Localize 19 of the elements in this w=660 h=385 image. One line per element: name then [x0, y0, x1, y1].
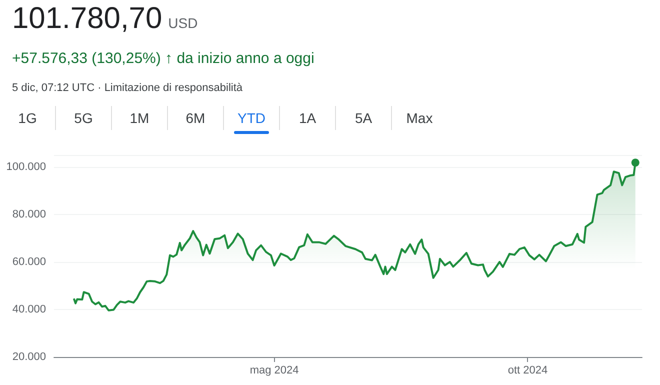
- text: 6M: [167, 106, 223, 130]
- text: 1G: [17, 109, 38, 128]
- text: 1M: [111, 106, 167, 130]
- y-tick-label: 100.000: [6, 160, 46, 173]
- text: 1A: [279, 106, 335, 130]
- y-tick-label: 60.000: [12, 256, 46, 268]
- text: 5 dic, 07:12 UTC · Limitazione di responsabilità: [12, 82, 243, 94]
- y-tick-label: 80.000: [12, 208, 46, 220]
- text: YTD: [223, 106, 279, 130]
- chart-title: 101.780,70: [12, 2, 162, 36]
- x-tick-label: ott 2024: [508, 364, 548, 376]
- text: 5A: [335, 106, 391, 130]
- text: USD: [168, 15, 198, 31]
- x-tick-label: mag 2024: [250, 364, 299, 376]
- text: +57.576,33 (130,25%) ↑ da inizio anno a oggi: [12, 50, 314, 67]
- y-tick-label: 40.000: [12, 303, 46, 316]
- text: 5G: [55, 106, 111, 130]
- y-tick-label: 20.000: [12, 351, 46, 363]
- text: Max: [391, 106, 447, 130]
